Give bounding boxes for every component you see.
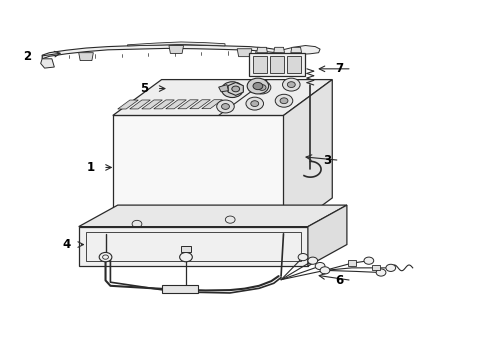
- Polygon shape: [228, 82, 243, 95]
- Text: 3: 3: [323, 154, 331, 167]
- Circle shape: [287, 82, 295, 87]
- Polygon shape: [127, 42, 224, 46]
- Circle shape: [216, 100, 234, 113]
- Circle shape: [252, 82, 262, 90]
- Polygon shape: [113, 80, 331, 116]
- Text: 5: 5: [140, 82, 148, 95]
- Circle shape: [224, 84, 241, 97]
- Polygon shape: [178, 100, 198, 109]
- Polygon shape: [290, 47, 301, 53]
- Polygon shape: [237, 49, 251, 57]
- Polygon shape: [189, 100, 210, 109]
- Polygon shape: [371, 265, 379, 270]
- Polygon shape: [218, 85, 228, 92]
- Circle shape: [245, 97, 263, 110]
- Polygon shape: [347, 260, 355, 266]
- Circle shape: [227, 86, 237, 93]
- Circle shape: [221, 104, 229, 109]
- Polygon shape: [270, 55, 284, 73]
- Polygon shape: [118, 100, 138, 109]
- Circle shape: [282, 78, 300, 91]
- Circle shape: [375, 269, 385, 276]
- Polygon shape: [202, 100, 222, 109]
- Polygon shape: [307, 205, 346, 266]
- Polygon shape: [256, 47, 267, 53]
- Circle shape: [280, 98, 287, 104]
- Circle shape: [221, 82, 243, 98]
- Circle shape: [99, 252, 112, 262]
- Polygon shape: [181, 246, 190, 252]
- Circle shape: [258, 85, 265, 90]
- Polygon shape: [79, 205, 346, 226]
- Circle shape: [307, 257, 317, 264]
- Circle shape: [363, 257, 373, 264]
- Circle shape: [179, 252, 192, 262]
- Text: 6: 6: [335, 274, 343, 287]
- Polygon shape: [165, 100, 186, 109]
- Polygon shape: [249, 53, 305, 76]
- Polygon shape: [281, 45, 320, 55]
- Polygon shape: [142, 100, 162, 109]
- Circle shape: [246, 78, 268, 94]
- Polygon shape: [153, 100, 174, 109]
- Polygon shape: [41, 59, 54, 68]
- Text: 7: 7: [335, 62, 343, 75]
- Circle shape: [253, 81, 270, 94]
- Circle shape: [298, 253, 307, 261]
- Circle shape: [250, 101, 258, 107]
- Circle shape: [231, 86, 239, 92]
- Polygon shape: [113, 116, 283, 234]
- Circle shape: [385, 264, 395, 271]
- Polygon shape: [168, 45, 183, 53]
- Polygon shape: [161, 285, 198, 293]
- Polygon shape: [129, 100, 150, 109]
- Text: 1: 1: [87, 161, 95, 174]
- Polygon shape: [253, 55, 266, 73]
- Polygon shape: [273, 47, 284, 53]
- Text: 4: 4: [62, 238, 70, 251]
- Polygon shape: [283, 80, 331, 234]
- Text: 2: 2: [23, 50, 32, 63]
- Polygon shape: [79, 226, 307, 266]
- Polygon shape: [287, 55, 301, 73]
- Circle shape: [320, 267, 329, 274]
- Circle shape: [228, 87, 236, 93]
- Polygon shape: [42, 45, 281, 59]
- Circle shape: [275, 94, 292, 107]
- Polygon shape: [79, 53, 93, 60]
- Circle shape: [315, 262, 325, 270]
